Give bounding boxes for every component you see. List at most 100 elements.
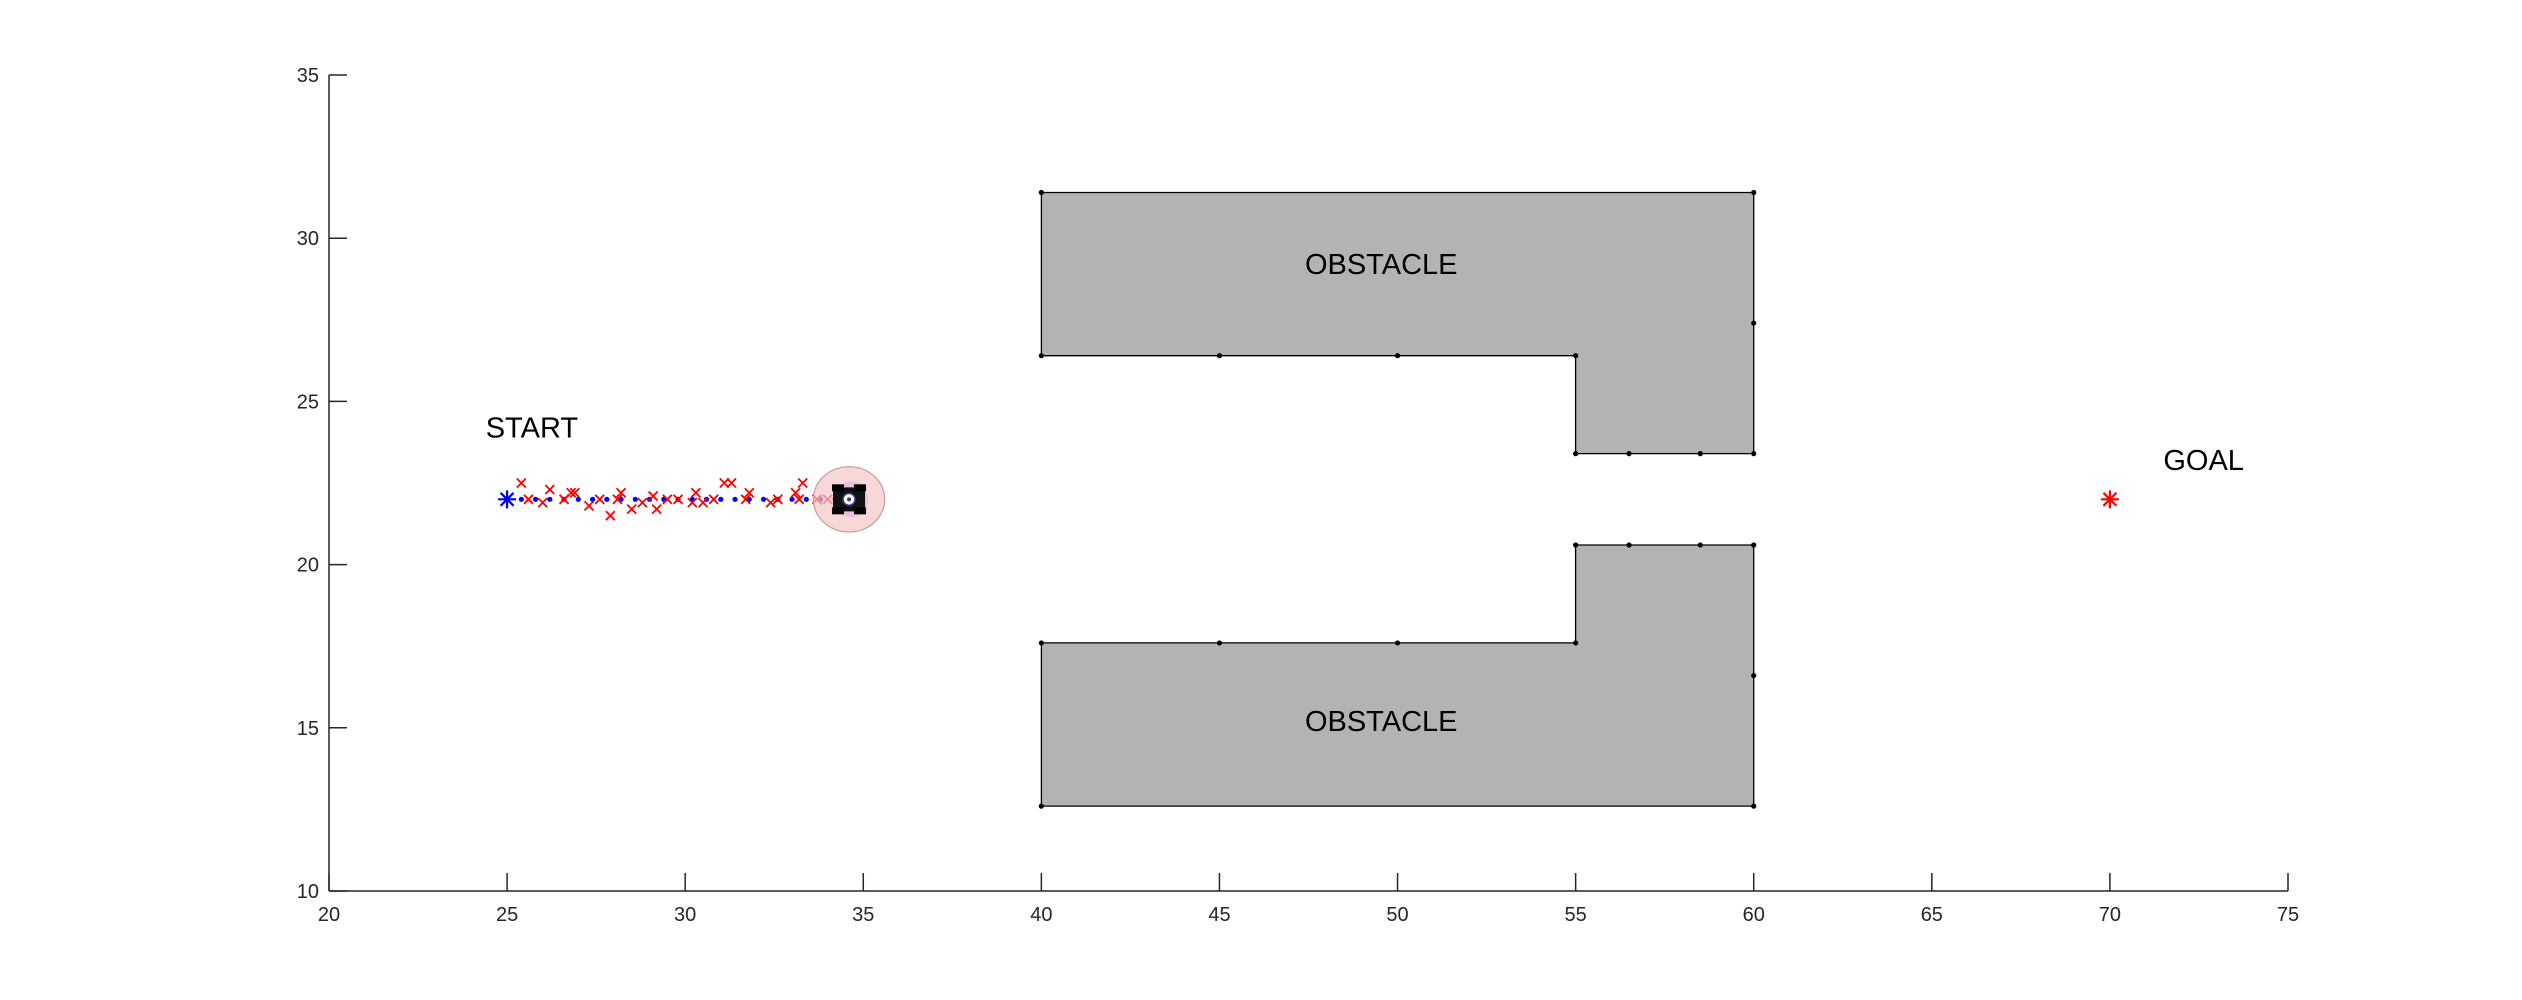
x-tick-label: 30: [674, 904, 696, 926]
robot: [812, 466, 886, 533]
measurement-point: [708, 494, 719, 505]
path-point: [760, 496, 767, 502]
measurement-point: [726, 477, 737, 489]
measurement-point: [605, 510, 616, 521]
measurement-point: [647, 490, 659, 502]
measurement-point: [651, 503, 662, 515]
obstacle-vertex: [1216, 353, 1223, 359]
obstacle-vertex: [1573, 640, 1579, 646]
annotations: START GOAL OBSTACLE OBSTACLE: [486, 249, 2244, 738]
annotation-label: GOAL: [2163, 445, 2244, 477]
x-tick-label: 55: [1565, 904, 1587, 926]
measurement-point: [772, 494, 783, 505]
measurement-point: [744, 487, 755, 498]
x-tick-label: 20: [318, 904, 340, 926]
obstacle-vertex: [1626, 451, 1632, 457]
path-point: [604, 496, 610, 502]
obstacle-lower: [1040, 544, 1755, 807]
path-point: [632, 496, 638, 502]
obstacle-vertex: [1697, 542, 1703, 548]
path-point: [589, 496, 596, 502]
obstacle-vertex: [1038, 353, 1044, 359]
obstacle-vertex: [1751, 189, 1757, 196]
measurement-point: [690, 487, 702, 498]
measurement-point: [594, 494, 605, 505]
annotation-label: OBSTACLE: [1305, 249, 1458, 281]
x-tick-label: 70: [2099, 904, 2121, 926]
path-point: [518, 496, 524, 502]
measurement-point: [516, 477, 527, 489]
measurement-point: [544, 484, 555, 495]
measurement-point: [569, 487, 580, 498]
obstacle-vertex: [1038, 640, 1044, 646]
robot-wheel-icon: [832, 484, 845, 492]
obstacle-vertex: [1573, 353, 1579, 359]
obstacle-vertex: [1216, 640, 1223, 646]
measurement-point: [612, 494, 623, 505]
obstacle-vertex: [1751, 451, 1757, 457]
robot-wheel-icon: [832, 507, 845, 515]
y-tick-label: 35: [297, 65, 319, 87]
measurement-point: [537, 497, 548, 508]
measurement-point: [637, 497, 648, 508]
x-tick-label: 65: [1921, 904, 1943, 926]
x-tick-label: 45: [1208, 904, 1230, 926]
axes: 20 25 30 35 40 45 50 55 60 65 70 75 10 15 20 25 30 35: [297, 65, 2299, 926]
path-point: [575, 496, 581, 502]
path-point: [547, 496, 553, 502]
obstacle-vertex: [1573, 451, 1579, 457]
measurement-point: [662, 494, 673, 505]
measurement-point: [626, 503, 637, 515]
start-marker: [498, 490, 517, 509]
measurement-point: [615, 487, 627, 498]
measurement-point: [672, 494, 684, 505]
obstacle-vertex: [1697, 451, 1703, 457]
robot-path: [504, 496, 838, 502]
x-tick-label: 75: [2277, 904, 2299, 926]
obstacle-vertex: [1038, 189, 1044, 196]
obstacles: [1038, 189, 1757, 809]
goal-marker: [2100, 490, 2119, 509]
measurement-point: [794, 494, 805, 505]
path-point: [532, 496, 539, 502]
x-tick-label: 40: [1030, 904, 1052, 926]
measurement-point: [687, 497, 698, 508]
path-point: [789, 496, 795, 502]
x-tick-label: 50: [1386, 904, 1408, 926]
measurement-point: [797, 477, 808, 489]
annotation-label: OBSTACLE: [1305, 706, 1458, 738]
obstacle-upper: [1040, 191, 1755, 455]
measurement-point: [697, 497, 709, 508]
obstacle-vertex: [1626, 542, 1632, 548]
robot-wheel-icon: [854, 507, 867, 515]
obstacle-vertex: [1751, 320, 1757, 326]
robot-sensor-center: [847, 497, 852, 502]
x-tick-label: 60: [1743, 904, 1765, 926]
measurement-point: [790, 487, 801, 498]
x-tick-label: 25: [496, 904, 518, 926]
path-point: [803, 496, 809, 502]
obstacle-vertex: [1394, 640, 1401, 646]
measurement-point: [765, 497, 776, 508]
obstacle-vertex: [1751, 803, 1757, 809]
path-point: [718, 496, 724, 502]
y-tick-label: 15: [297, 718, 319, 740]
obstacle-vertex: [1751, 542, 1757, 548]
annotation-label: START: [486, 412, 579, 444]
measurement-point: [740, 494, 751, 505]
y-tick-label: 25: [297, 391, 319, 413]
y-tick-label: 10: [297, 881, 319, 903]
obstacle-vertex: [1573, 542, 1579, 548]
obstacle-vertex: [1038, 803, 1044, 809]
path-point: [732, 496, 738, 502]
measurement-point: [583, 500, 595, 511]
measurement-point: [566, 487, 577, 498]
y-tick-label: 20: [297, 555, 319, 577]
robot-wheel-icon: [854, 484, 867, 492]
measurement-point: [523, 494, 534, 505]
obstacle-vertex: [1394, 353, 1401, 359]
start-goal-markers: [498, 490, 2119, 509]
y-tick-label: 30: [297, 228, 319, 250]
obstacle-vertex: [1751, 672, 1757, 679]
